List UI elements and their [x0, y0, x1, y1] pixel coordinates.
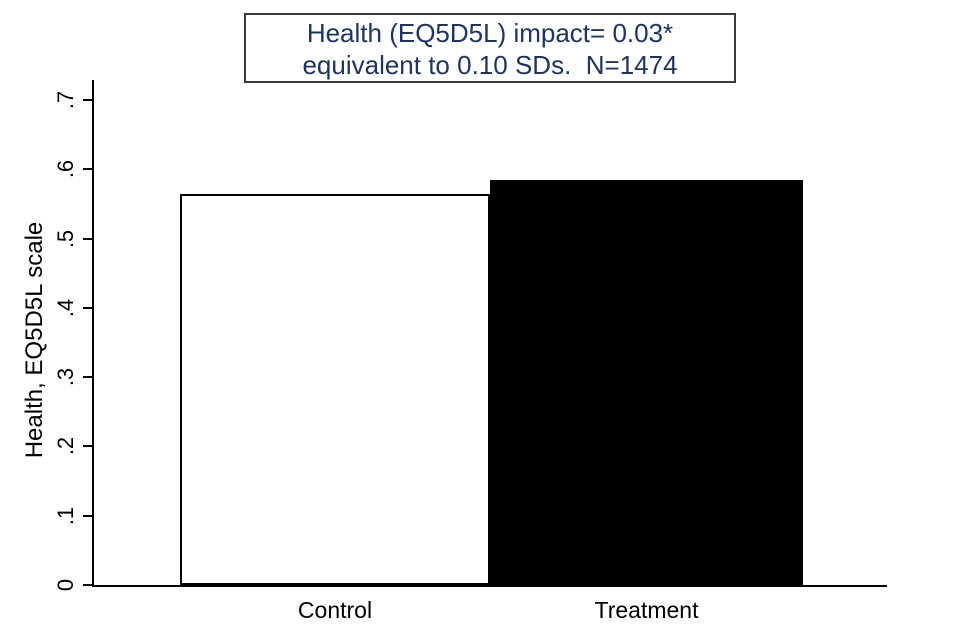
- y-tick: [83, 584, 93, 586]
- x-label-treatment: Treatment: [594, 597, 699, 623]
- y-tick: [83, 168, 93, 171]
- bar-treatment: [490, 179, 803, 585]
- y-tick-label: .4: [53, 298, 78, 318]
- y-tick-label: .3: [53, 367, 78, 387]
- chart-title-box: Health (EQ5D5L) impact= 0.03* equivalent…: [244, 13, 736, 83]
- y-tick: [83, 306, 93, 309]
- x-label-control: Control: [297, 597, 373, 623]
- y-tick: [83, 99, 93, 101]
- y-tick-label: .1: [53, 506, 78, 525]
- chart-title-line1: Health (EQ5D5L) impact= 0.03*: [306, 18, 674, 48]
- y-tick-label: 0: [53, 578, 78, 592]
- y-tick-label: .5: [53, 229, 78, 248]
- chart-title-line2: equivalent to 0.10 SDs. N=1474: [302, 50, 678, 80]
- bar-control: [180, 193, 490, 585]
- y-tick: [83, 514, 93, 517]
- y-tick-label: .6: [53, 160, 78, 179]
- y-tick: [83, 237, 93, 240]
- y-axis-line: [92, 80, 94, 587]
- y-tick: [83, 376, 93, 379]
- y-tick: [83, 445, 93, 448]
- y-axis-title: Health, EQ5D5L scale: [21, 221, 48, 459]
- y-tick-label: .7: [53, 90, 78, 110]
- x-axis-line: [92, 585, 887, 587]
- y-tick-label: .2: [53, 437, 78, 456]
